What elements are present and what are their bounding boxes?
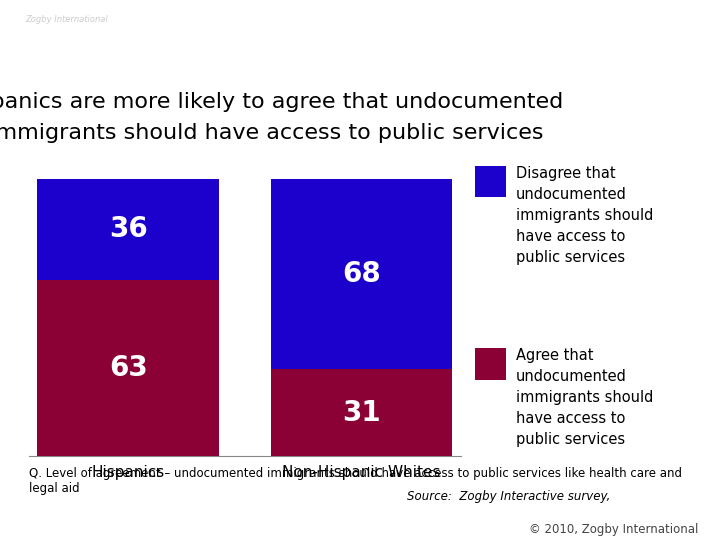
Bar: [475, 348, 506, 380]
Text: 68: 68: [342, 260, 381, 288]
Text: immigrants should have access to public services: immigrants should have access to public …: [0, 123, 544, 143]
Text: 63: 63: [109, 354, 148, 382]
Text: 31: 31: [342, 399, 381, 427]
Text: Z: Z: [22, 17, 66, 76]
Text: Immigration  and ethnicity: Immigration and ethnicity: [329, 28, 698, 56]
Bar: [271, 179, 452, 369]
Bar: [37, 280, 219, 456]
Bar: [37, 179, 219, 280]
Bar: [271, 369, 452, 456]
Text: © 2010, Zogby International: © 2010, Zogby International: [529, 523, 698, 536]
Text: Zogby International: Zogby International: [25, 15, 108, 24]
Bar: [475, 165, 506, 197]
Text: 36: 36: [109, 215, 148, 243]
Text: Disagree that
undocumented
immigrants should
have access to
public services: Disagree that undocumented immigrants sh…: [516, 165, 653, 265]
Text: Hispanics are more likely to agree that undocumented: Hispanics are more likely to agree that …: [0, 92, 563, 112]
Text: Source:  Zogby Interactive survey,: Source: Zogby Interactive survey,: [407, 490, 610, 503]
Text: Q. Level of agreement – undocumented immigrants should have access to public ser: Q. Level of agreement – undocumented imm…: [29, 467, 682, 495]
Text: Agree that
undocumented
immigrants should
have access to
public services: Agree that undocumented immigrants shoul…: [516, 348, 653, 447]
